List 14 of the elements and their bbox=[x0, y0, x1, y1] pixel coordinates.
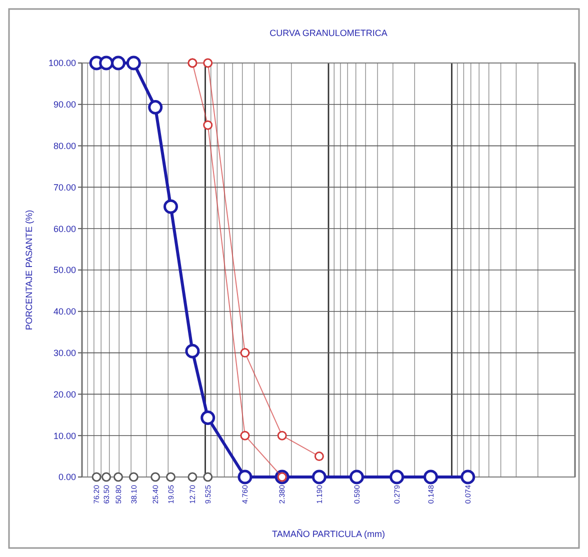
x-axis-title: TAMAÑO PARTICULA (mm) bbox=[272, 529, 386, 539]
y-tick-label: 50.00 bbox=[53, 265, 76, 276]
y-tick-label: 40.00 bbox=[53, 306, 76, 317]
y-tick-label: 60.00 bbox=[53, 224, 76, 234]
y-tick-label: 70.00 bbox=[53, 182, 76, 192]
y-tick-label: 100.00 bbox=[48, 58, 76, 68]
y-tick-label: 20.00 bbox=[53, 389, 76, 400]
y-tick-label: 80.00 bbox=[53, 140, 76, 151]
y-tick-label: 90.00 bbox=[53, 100, 76, 110]
y-tick-label: 10.00 bbox=[53, 430, 76, 441]
y-axis-title: PORCENTAJE PASANTE (%) bbox=[24, 210, 34, 330]
chart-title: CURVA GRANULOMETRICA bbox=[270, 28, 388, 38]
y-tick-label: 0.00 bbox=[58, 472, 76, 482]
y-tick-label: 30.00 bbox=[53, 348, 76, 358]
